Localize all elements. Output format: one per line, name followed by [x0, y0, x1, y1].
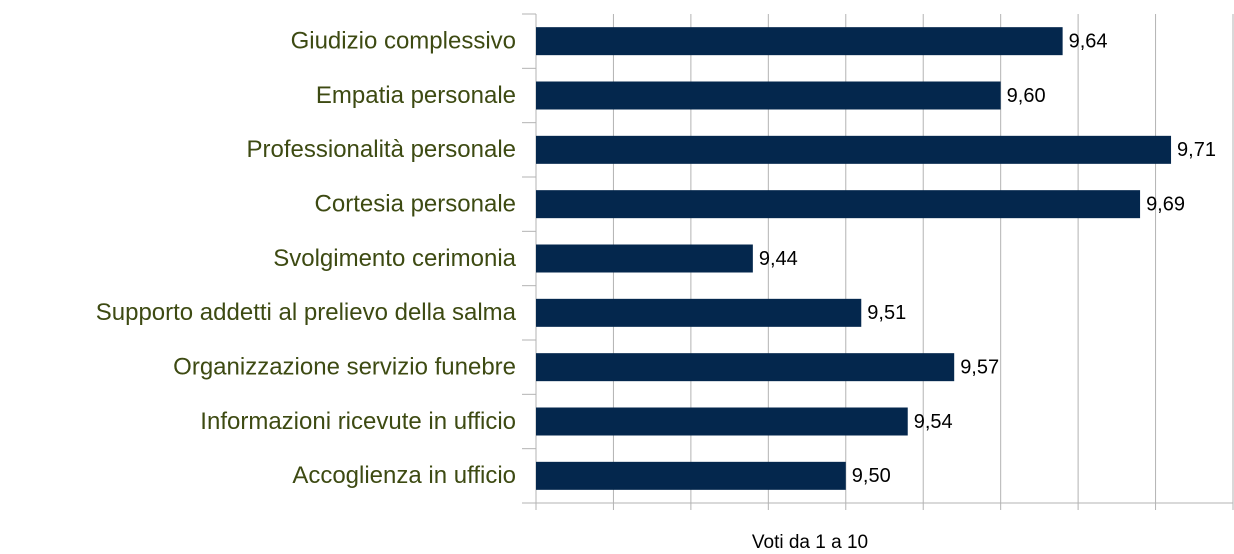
category-label: Informazioni ricevute in ufficio: [200, 408, 516, 435]
value-label: 9,71: [1177, 139, 1216, 161]
bar: [536, 461, 846, 490]
x-axis-title: Voti da 1 a 10: [752, 532, 868, 553]
bar: [536, 407, 908, 436]
category-label: Giudizio complessivo: [291, 28, 516, 55]
bar: [536, 353, 955, 382]
value-label: 9,60: [1007, 85, 1046, 107]
category-label: Organizzazione servizio funebre: [173, 354, 516, 381]
value-label: 9,54: [914, 411, 953, 433]
bar: [536, 135, 1172, 164]
category-label: Svolgimento cerimonia: [273, 245, 516, 272]
value-label: 9,44: [759, 248, 798, 270]
category-label: Accoglienza in ufficio: [292, 462, 516, 489]
value-label: 9,57: [960, 356, 999, 378]
bar: [536, 27, 1063, 56]
category-label: Supporto addetti al prelievo della salma: [96, 299, 517, 326]
value-label: 9,64: [1069, 30, 1108, 52]
bar: [536, 190, 1141, 219]
category-label: Empatia personale: [316, 82, 516, 109]
category-label: Cortesia personale: [315, 191, 516, 218]
value-label: 9,50: [852, 465, 891, 487]
bar: [536, 81, 1001, 110]
bar: [536, 298, 862, 327]
bar: [536, 244, 753, 273]
value-label: 9,69: [1146, 193, 1185, 215]
category-label: Professionalità personale: [247, 136, 517, 163]
value-label: 9,51: [867, 302, 906, 324]
